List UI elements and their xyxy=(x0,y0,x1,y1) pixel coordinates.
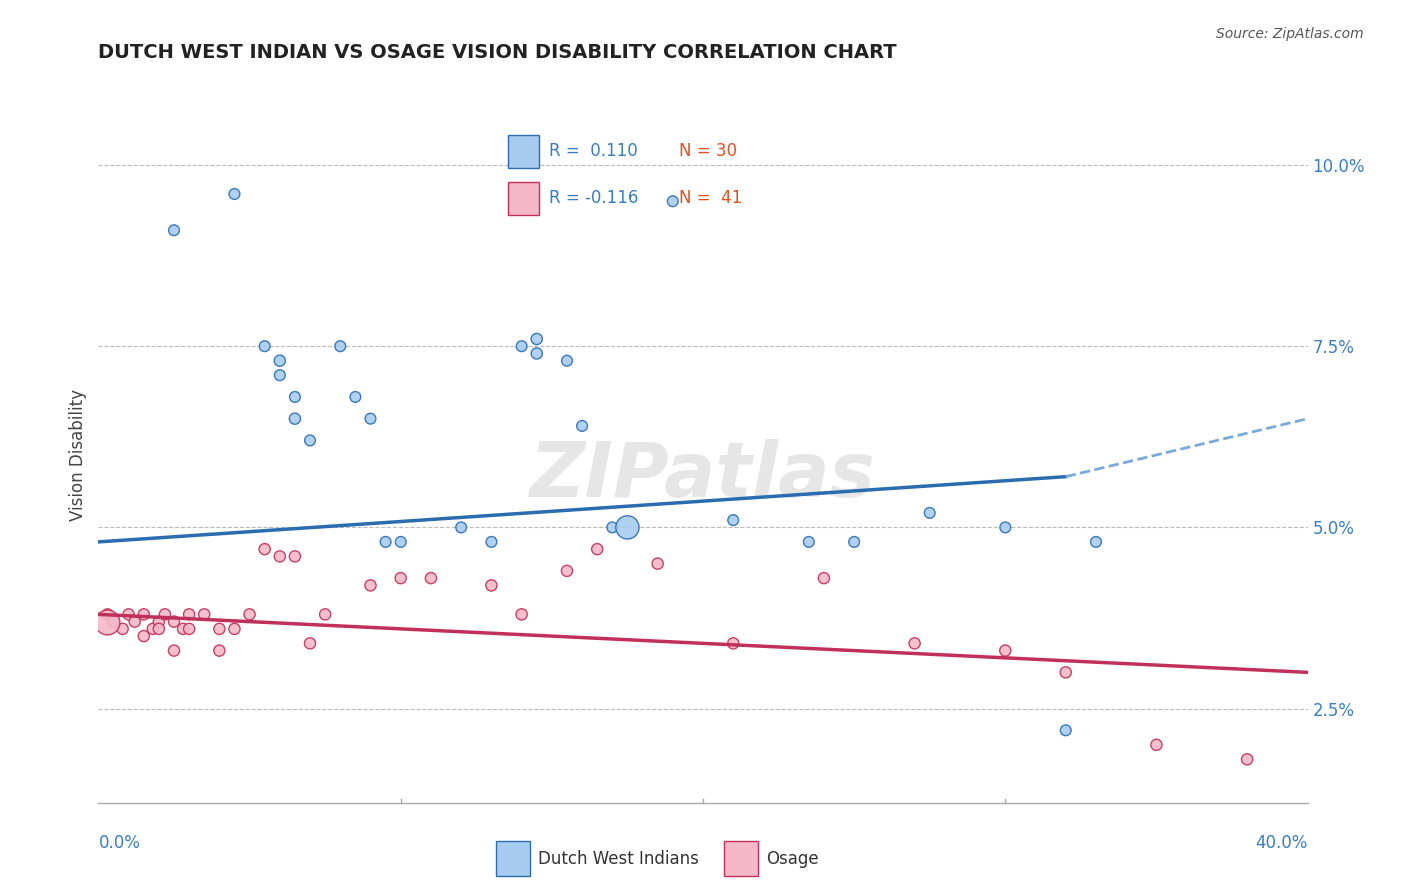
Point xyxy=(329,339,352,353)
Point xyxy=(360,578,382,592)
Bar xyxy=(724,841,758,876)
Text: N = 30: N = 30 xyxy=(679,142,737,160)
Point xyxy=(179,622,201,636)
Point xyxy=(148,615,170,629)
Point xyxy=(103,615,125,629)
Y-axis label: Vision Disability: Vision Disability xyxy=(69,389,87,521)
Point xyxy=(602,520,624,534)
Point xyxy=(344,390,367,404)
Point xyxy=(526,346,548,360)
Point xyxy=(163,615,186,629)
Text: 0.0%: 0.0% xyxy=(98,834,141,852)
Point xyxy=(269,368,291,383)
Point xyxy=(253,339,276,353)
Bar xyxy=(509,182,540,215)
Point xyxy=(723,513,745,527)
Point xyxy=(360,411,382,425)
Point xyxy=(844,535,866,549)
Point xyxy=(994,520,1017,534)
Point xyxy=(269,549,291,564)
Point xyxy=(179,607,201,622)
Point xyxy=(224,622,246,636)
Point xyxy=(193,607,215,622)
Text: R =  0.110: R = 0.110 xyxy=(548,142,637,160)
Point xyxy=(526,332,548,346)
Point xyxy=(1085,535,1108,549)
Point xyxy=(510,607,533,622)
Point xyxy=(299,434,322,448)
Point xyxy=(813,571,835,585)
Point xyxy=(723,636,745,650)
Point xyxy=(208,643,231,657)
Point xyxy=(647,557,669,571)
Point xyxy=(284,390,307,404)
Point xyxy=(163,643,186,657)
Point xyxy=(662,194,685,209)
Text: DUTCH WEST INDIAN VS OSAGE VISION DISABILITY CORRELATION CHART: DUTCH WEST INDIAN VS OSAGE VISION DISABI… xyxy=(98,44,897,62)
Text: Osage: Osage xyxy=(766,849,818,868)
Point xyxy=(797,535,820,549)
Point xyxy=(118,607,141,622)
Point xyxy=(148,622,170,636)
Point xyxy=(253,542,276,557)
Point xyxy=(481,535,503,549)
Point xyxy=(163,223,186,237)
Point xyxy=(96,607,118,622)
Point xyxy=(239,607,262,622)
Point xyxy=(450,520,472,534)
Point xyxy=(284,549,307,564)
Point xyxy=(586,542,609,557)
Text: Dutch West Indians: Dutch West Indians xyxy=(538,849,699,868)
Point xyxy=(918,506,941,520)
Point xyxy=(1054,665,1077,680)
Point xyxy=(420,571,443,585)
Point xyxy=(1144,738,1167,752)
Point xyxy=(284,411,307,425)
Bar xyxy=(509,136,540,168)
Point xyxy=(314,607,336,622)
Point xyxy=(96,615,118,629)
Point xyxy=(616,520,638,534)
Point xyxy=(389,571,412,585)
Text: ZIPatlas: ZIPatlas xyxy=(530,439,876,513)
Point xyxy=(389,535,412,549)
Point xyxy=(1236,752,1258,766)
Point xyxy=(153,607,176,622)
Point xyxy=(132,629,155,643)
Point xyxy=(571,419,593,434)
Point xyxy=(132,607,155,622)
Point xyxy=(142,622,165,636)
Point xyxy=(111,622,134,636)
Bar xyxy=(496,841,530,876)
Text: Source: ZipAtlas.com: Source: ZipAtlas.com xyxy=(1216,27,1364,41)
Point xyxy=(124,615,146,629)
Point xyxy=(510,339,533,353)
Point xyxy=(555,564,578,578)
Point xyxy=(299,636,322,650)
Point xyxy=(224,187,246,202)
Point xyxy=(904,636,927,650)
Point xyxy=(1054,723,1077,738)
Point xyxy=(208,622,231,636)
Point xyxy=(172,622,194,636)
Point xyxy=(994,643,1017,657)
Text: R = -0.116: R = -0.116 xyxy=(548,189,638,207)
Text: 40.0%: 40.0% xyxy=(1256,834,1308,852)
Point xyxy=(555,353,578,368)
Point xyxy=(374,535,396,549)
Point xyxy=(269,353,291,368)
Text: N =  41: N = 41 xyxy=(679,189,742,207)
Point xyxy=(481,578,503,592)
